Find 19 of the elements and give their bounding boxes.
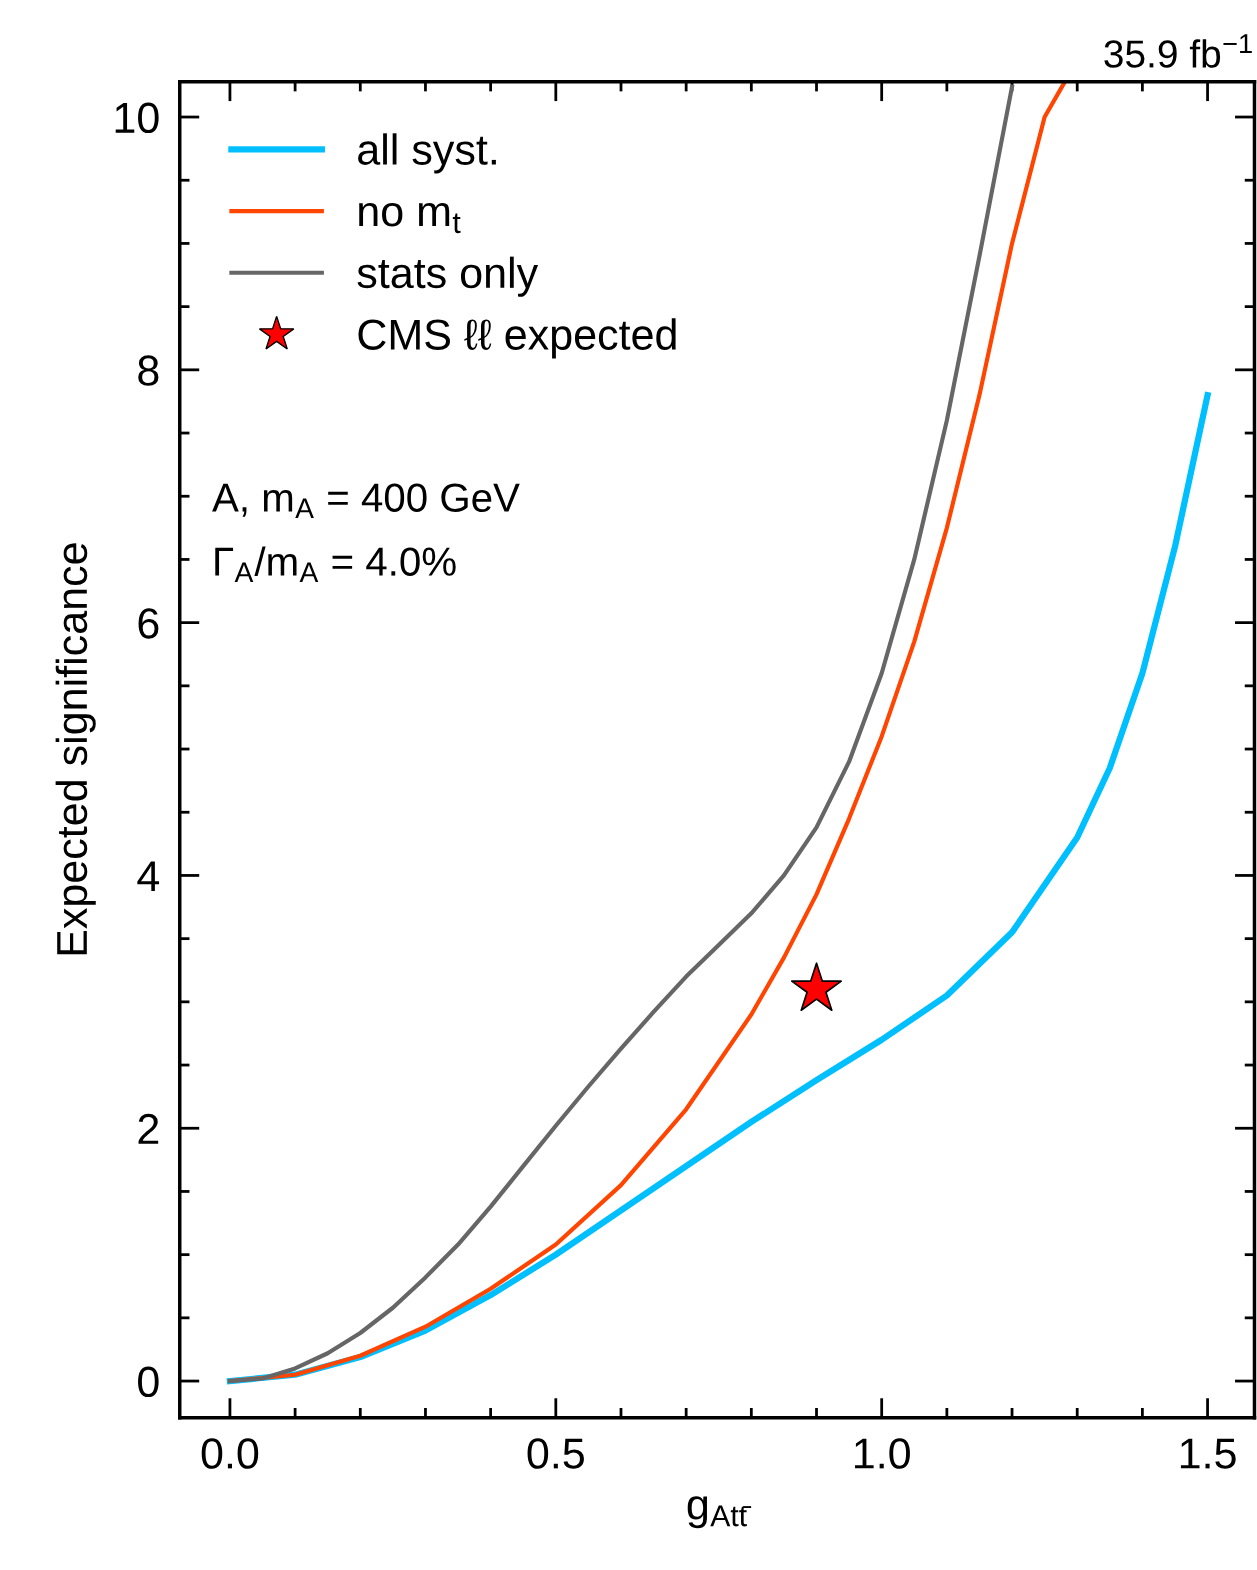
x-axis-title: g$_{Att̄}$ [687, 1496, 752, 1529]
legend-label: CMS ℓℓ expected [358, 318, 676, 359]
y-tick-label: 8 [138, 355, 159, 386]
annotation: Γ$_{A}$/m$_{A}$ = 4.0% [215, 546, 456, 582]
legend-label: all syst. [358, 133, 496, 174]
x-tick-label: 1.5 [1180, 1438, 1236, 1469]
y-tick-label: 0 [138, 1366, 159, 1398]
y-tick-label: 4 [137, 861, 160, 892]
y-tick-label: 6 [138, 608, 159, 639]
legend-label: stats only [357, 256, 539, 297]
annotation: A, m$_{A}$ = 400 GeV [212, 483, 520, 518]
legend-label: no m$_{t}$ [359, 202, 461, 234]
y-tick-label: 2 [138, 1113, 159, 1144]
x-tick-label: 0.0 [201, 1438, 259, 1469]
y-axis-title: Expected significance [55, 543, 96, 955]
x-tick-label: 0.5 [527, 1438, 584, 1469]
y-tick-label: 10 [115, 102, 159, 134]
x-tick-label: 1.0 [855, 1438, 910, 1469]
chart-title: 35.9 fb$^{−1}$ [1104, 34, 1252, 68]
